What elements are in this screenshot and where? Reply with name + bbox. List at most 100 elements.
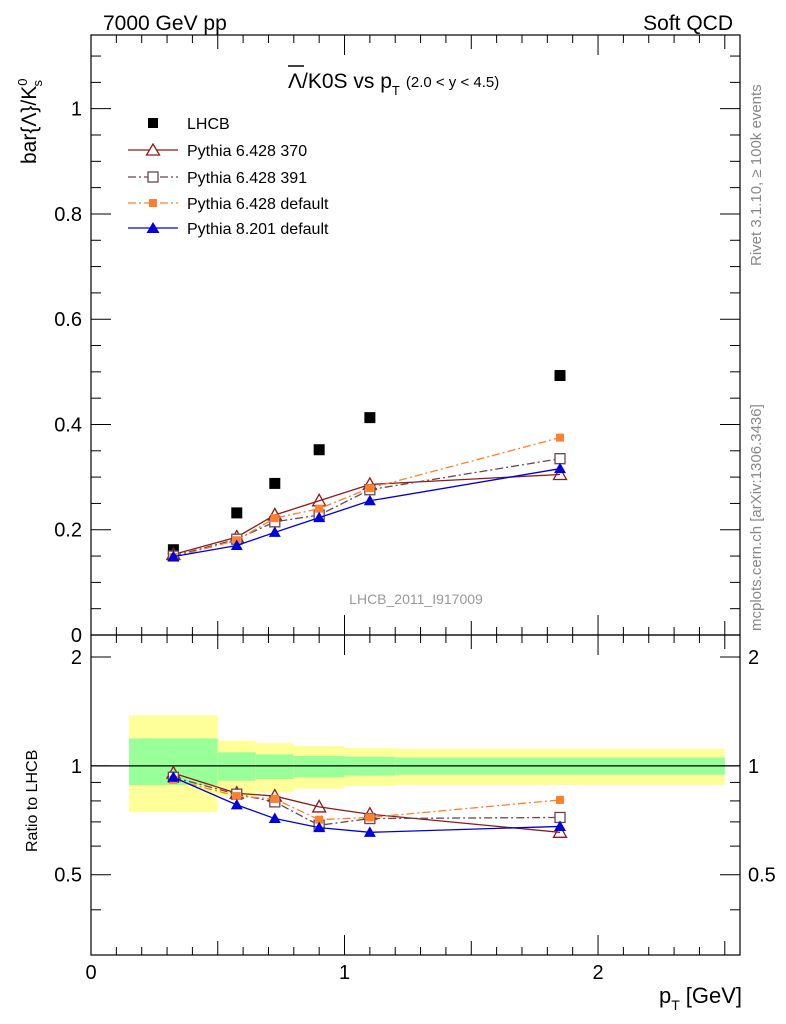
legend-entry-lhcb: LHCB: [148, 116, 230, 133]
main-point-pythia-6-428-default-5: [556, 433, 565, 442]
x-axis-label-main: p: [659, 983, 671, 1008]
legend-label-pythia-6-428-370: Pythia 6.428 370: [187, 143, 307, 160]
ratio-point-pythia-8-201-default-5: [554, 820, 567, 831]
legend: LHCB Pythia 6.428 370 Pythia 6.428 391 P…: [128, 116, 329, 238]
main-point-lhcb-0: [167, 544, 179, 556]
legend-label-lhcb: LHCB: [187, 116, 230, 133]
main-point-pythia-8-201-default-1: [230, 539, 243, 551]
analysis-watermark: LHCB_2011_I917009: [349, 591, 483, 607]
x-axis-label: pT [GeV]: [659, 983, 742, 1013]
ratio-point-pythia-6-428-default-2: [270, 794, 279, 803]
x-tick-labels: 0 1 2: [85, 962, 603, 984]
process-label: Soft QCD: [643, 12, 733, 35]
legend-marker-pythia-6-428-default: [149, 199, 157, 207]
inner-band-bin-3: [293, 755, 345, 778]
main-point-pythia-6-428-default-4: [365, 484, 374, 493]
main-point-pythia-6-428-default-2: [270, 514, 279, 523]
y-axis-label-main: bar{Λ}/K: [18, 86, 41, 164]
main-point-pythia-8-201-default-2: [268, 526, 281, 537]
ratio-line-pythia-6-428-370: [173, 772, 561, 833]
axis-ticks: [90, 35, 740, 955]
main-point-lhcb-3: [313, 444, 325, 456]
legend-label-pythia-6-428-default: Pythia 6.428 default: [187, 196, 329, 213]
ratio-line-pythia-6-428-default: [173, 779, 561, 821]
y-tick-label-1: 1: [71, 99, 82, 121]
main-point-pythia-8-201-default-4: [363, 494, 376, 506]
ratio-tick-label-2: 2: [71, 647, 82, 669]
legend-label-pythia-6-428-391: Pythia 6.428 391: [187, 170, 307, 187]
x-axis-label-sub: T: [671, 997, 680, 1013]
y-tick-label-0.2: 0.2: [54, 520, 82, 542]
legend-entry-pythia-6-428-391: Pythia 6.428 391: [128, 170, 307, 187]
title-sub: T: [392, 83, 400, 98]
main-line-pythia-6-428-370: [173, 473, 561, 556]
main-point-pythia-8-201-default-5: [554, 462, 567, 474]
main-point-pythia-6-428-370-3: [311, 492, 327, 507]
ratio-point-pythia-6-428-default-5: [556, 795, 565, 804]
legend-marker-pythia-8-201-default: [146, 222, 160, 233]
ratio-line-pythia-8-201-default: [173, 776, 561, 833]
main-y-tick-labels: 0 0.2 0.4 0.6 0.8 1: [54, 99, 82, 647]
main-point-lhcb-1: [231, 507, 243, 519]
series-lhcb: [167, 370, 566, 556]
ratio-point-pythia-6-428-default-3: [315, 815, 324, 824]
data-series: [165, 370, 568, 838]
title-text: Λ/K0S vs pT (2.0 < y < 4.5): [288, 70, 499, 98]
y-tick-label-0: 0: [71, 625, 82, 647]
main-point-lhcb-4: [364, 412, 376, 424]
ratio-tick-label-right-1: 1: [748, 756, 759, 778]
ratio-point-pythia-8-201-default-0: [167, 771, 180, 782]
source-label: mcplots.cern.ch [arXiv:1306.3436]: [748, 404, 765, 631]
ratio-point-pythia-8-201-default-2: [268, 812, 281, 824]
main-line-pythia-8-201-default: [173, 468, 561, 558]
energy-label: 7000 GeV pp: [103, 12, 227, 35]
inner-band-bin-2: [255, 754, 294, 779]
main-point-lhcb-5: [554, 370, 566, 382]
rivet-label: Rivet 3.1.10, ≥ 100k events: [748, 84, 765, 266]
y-tick-label-0.6: 0.6: [54, 309, 82, 331]
title-main: Λ/K0S vs p: [288, 70, 392, 93]
ratio-point-pythia-8-201-default-3: [313, 821, 326, 833]
legend-entry-pythia-6-428-default: Pythia 6.428 default: [128, 196, 329, 213]
x-axis-label-unit: [GeV]: [686, 983, 742, 1008]
y-axis-label: bar{Λ}/K0s: [15, 79, 45, 164]
ratio-tick-label-right-2: 2: [748, 647, 759, 669]
ratio-tick-label-1: 1: [71, 756, 82, 778]
legend-marker-lhcb: [148, 118, 158, 128]
ratio-line-pythia-6-428-391: [173, 776, 561, 826]
y-tick-label-0.8: 0.8: [54, 204, 82, 226]
title-range: (2.0 < y < 4.5): [406, 74, 499, 91]
ratio-plot-frame: [90, 634, 741, 956]
legend-marker-pythia-6-428-391: [147, 171, 159, 183]
ratio-y-axis-label: Ratio to LHCB: [24, 750, 41, 852]
y-axis-label-sub: s: [30, 80, 45, 87]
ratio-point-pythia-6-428-default-4: [365, 813, 374, 822]
main-line-pythia-6-428-default: [173, 437, 561, 558]
ratio-y-tick-labels: 0.5 1 2 0.5 1 2: [54, 647, 776, 887]
y-axis-label-sup: 0: [15, 79, 30, 86]
x-tick-label-0: 0: [85, 962, 96, 984]
ratio-point-pythia-8-201-default-1: [230, 798, 243, 810]
main-point-pythia-6-428-370-5: [552, 466, 568, 481]
ratio-tick-label-0.5: 0.5: [54, 865, 82, 887]
ratio-point-pythia-8-201-default-4: [363, 826, 376, 837]
x-tick-label-2: 2: [592, 962, 603, 984]
plot-title: Λ/K0S vs pT (2.0 < y < 4.5): [288, 65, 499, 98]
x-tick-label-1: 1: [339, 962, 350, 984]
ratio-point-pythia-6-428-default-1: [232, 792, 241, 801]
inner-band-bin-1: [217, 752, 256, 781]
series-pythia-8-201-default: [167, 462, 567, 837]
ratio-point-pythia-6-428-370-3: [311, 799, 327, 813]
main-point-lhcb-2: [269, 477, 281, 489]
ratio-point-pythia-6-428-370-5: [552, 824, 568, 838]
main-point-pythia-8-201-default-0: [167, 550, 180, 562]
main-point-pythia-6-428-default-3: [315, 504, 324, 513]
main-point-pythia-6-428-391-5: [554, 453, 566, 465]
y-tick-label-0.4: 0.4: [54, 414, 82, 436]
legend-entry-pythia-8-201-default: Pythia 8.201 default: [128, 221, 329, 238]
legend-entry-pythia-6-428-370: Pythia 6.428 370: [128, 142, 307, 160]
legend-label-pythia-8-201-default: Pythia 8.201 default: [187, 221, 329, 238]
legend-marker-pythia-6-428-370: [145, 142, 161, 156]
main-point-pythia-8-201-default-3: [313, 511, 326, 523]
